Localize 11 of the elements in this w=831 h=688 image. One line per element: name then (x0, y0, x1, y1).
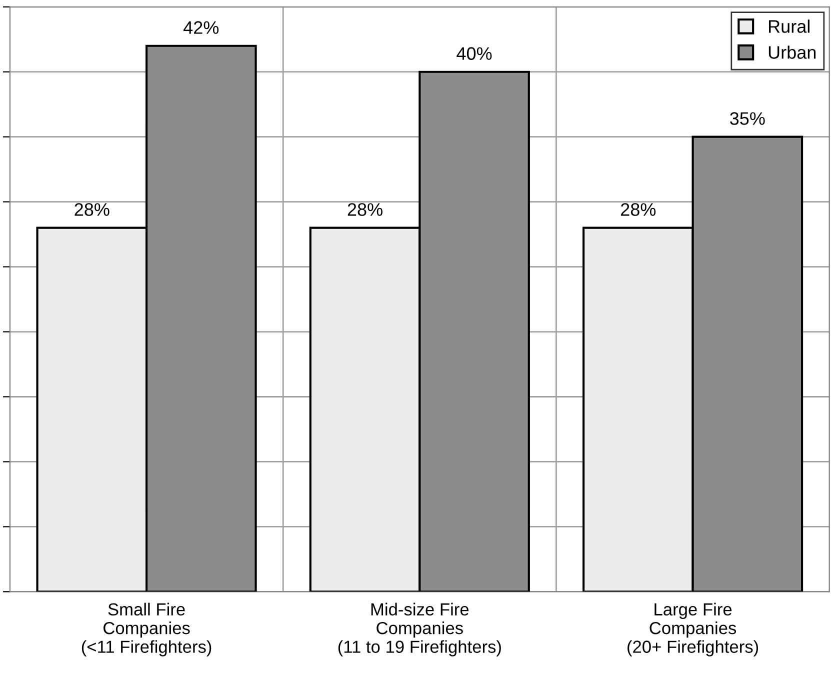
x-tick-label: Large Fire Companies (20+ Firefighters) (628, 602, 758, 656)
x-tick-label: Mid-size Fire Companies (11 to 19 Firefighters) (338, 602, 501, 656)
data-label: 28% (348, 203, 382, 216)
data-label: 28% (620, 203, 656, 216)
legend-label: Urban (768, 46, 816, 59)
data-label: 40% (456, 47, 492, 60)
x-tick-label: Small Fire Companies (<11 Firefighters) (82, 602, 212, 656)
data-label: 42% (184, 21, 219, 34)
legend-label: Rural (769, 20, 810, 33)
data-label: 28% (74, 203, 110, 216)
data-label: 35% (730, 112, 765, 125)
